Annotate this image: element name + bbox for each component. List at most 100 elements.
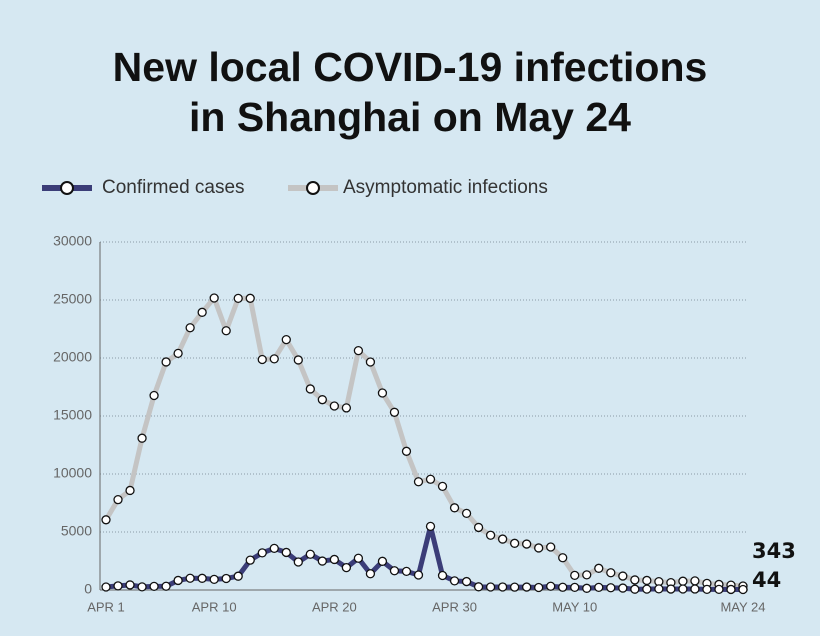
y-tick-label: 15000 — [53, 407, 92, 423]
point — [245, 555, 255, 565]
point — [461, 508, 472, 519]
chart-title: in Shanghai on May 24 — [189, 94, 631, 140]
y-tick-label: 0 — [84, 581, 92, 597]
point — [149, 581, 159, 592]
point — [702, 584, 712, 595]
point — [209, 574, 219, 585]
point — [437, 570, 448, 581]
point — [269, 354, 279, 364]
point — [714, 584, 724, 595]
point — [437, 481, 448, 492]
point — [365, 357, 376, 367]
point — [281, 547, 291, 558]
point — [726, 584, 736, 595]
point — [113, 495, 123, 505]
point — [690, 584, 700, 594]
point — [209, 293, 219, 303]
point — [522, 539, 532, 549]
point — [329, 554, 340, 565]
point — [269, 543, 279, 554]
point — [654, 584, 664, 594]
point — [353, 345, 364, 356]
x-tick-label: APR 30 — [432, 599, 477, 614]
point — [642, 575, 652, 586]
point — [618, 571, 628, 581]
point — [389, 566, 400, 576]
point — [353, 553, 364, 563]
point — [570, 582, 580, 593]
point — [185, 323, 195, 333]
point — [678, 576, 688, 586]
legend-marker — [60, 181, 74, 195]
point — [197, 573, 207, 583]
y-tick-label: 25000 — [53, 291, 92, 307]
point — [582, 570, 592, 580]
point — [293, 557, 303, 567]
point — [377, 388, 388, 398]
end-label: 343 — [752, 539, 796, 563]
point — [293, 355, 303, 365]
point — [377, 556, 388, 566]
point — [305, 549, 315, 559]
point — [401, 566, 412, 577]
point — [570, 570, 580, 581]
point — [221, 326, 231, 336]
point — [690, 576, 700, 586]
point — [497, 582, 508, 592]
point — [221, 573, 231, 584]
point — [149, 390, 159, 401]
point — [558, 553, 568, 563]
point — [534, 582, 544, 593]
point — [365, 569, 376, 579]
y-tick-label: 10000 — [53, 465, 92, 481]
point — [329, 401, 340, 411]
chart-title: New local COVID-19 infections — [113, 44, 708, 90]
point — [473, 522, 484, 533]
point — [401, 446, 412, 456]
point — [341, 403, 352, 413]
y-tick-label: 20000 — [53, 349, 92, 365]
x-tick-label: APR 1 — [87, 599, 125, 614]
point — [618, 583, 628, 593]
point — [197, 307, 207, 317]
point — [125, 485, 135, 496]
point — [125, 580, 135, 590]
point — [317, 395, 327, 405]
point — [425, 521, 436, 532]
point — [113, 581, 123, 591]
point — [341, 562, 352, 573]
x-tick-label: MAY 10 — [552, 599, 597, 614]
x-tick-label: APR 10 — [192, 599, 237, 614]
point — [546, 581, 556, 591]
point — [678, 584, 688, 594]
point — [461, 576, 472, 587]
point — [666, 584, 676, 594]
point — [161, 357, 171, 367]
point — [173, 348, 183, 359]
point — [509, 582, 520, 592]
point — [558, 582, 568, 592]
point — [485, 530, 496, 540]
x-tick-label: APR 20 — [312, 599, 357, 614]
legend-marker — [306, 181, 320, 195]
point — [522, 582, 532, 592]
point — [389, 407, 400, 417]
point — [534, 543, 544, 553]
y-tick-label: 5000 — [61, 523, 92, 539]
point — [137, 433, 147, 443]
point — [594, 563, 604, 573]
point — [497, 534, 508, 544]
point — [245, 293, 255, 303]
point — [257, 548, 267, 558]
point — [473, 582, 484, 592]
legend-label: Asymptomatic infections — [343, 177, 548, 198]
point — [546, 542, 556, 552]
point — [101, 515, 111, 525]
end-label: 44 — [752, 568, 781, 592]
point — [449, 576, 460, 586]
point — [173, 575, 183, 586]
point — [642, 584, 652, 594]
point — [738, 584, 748, 595]
